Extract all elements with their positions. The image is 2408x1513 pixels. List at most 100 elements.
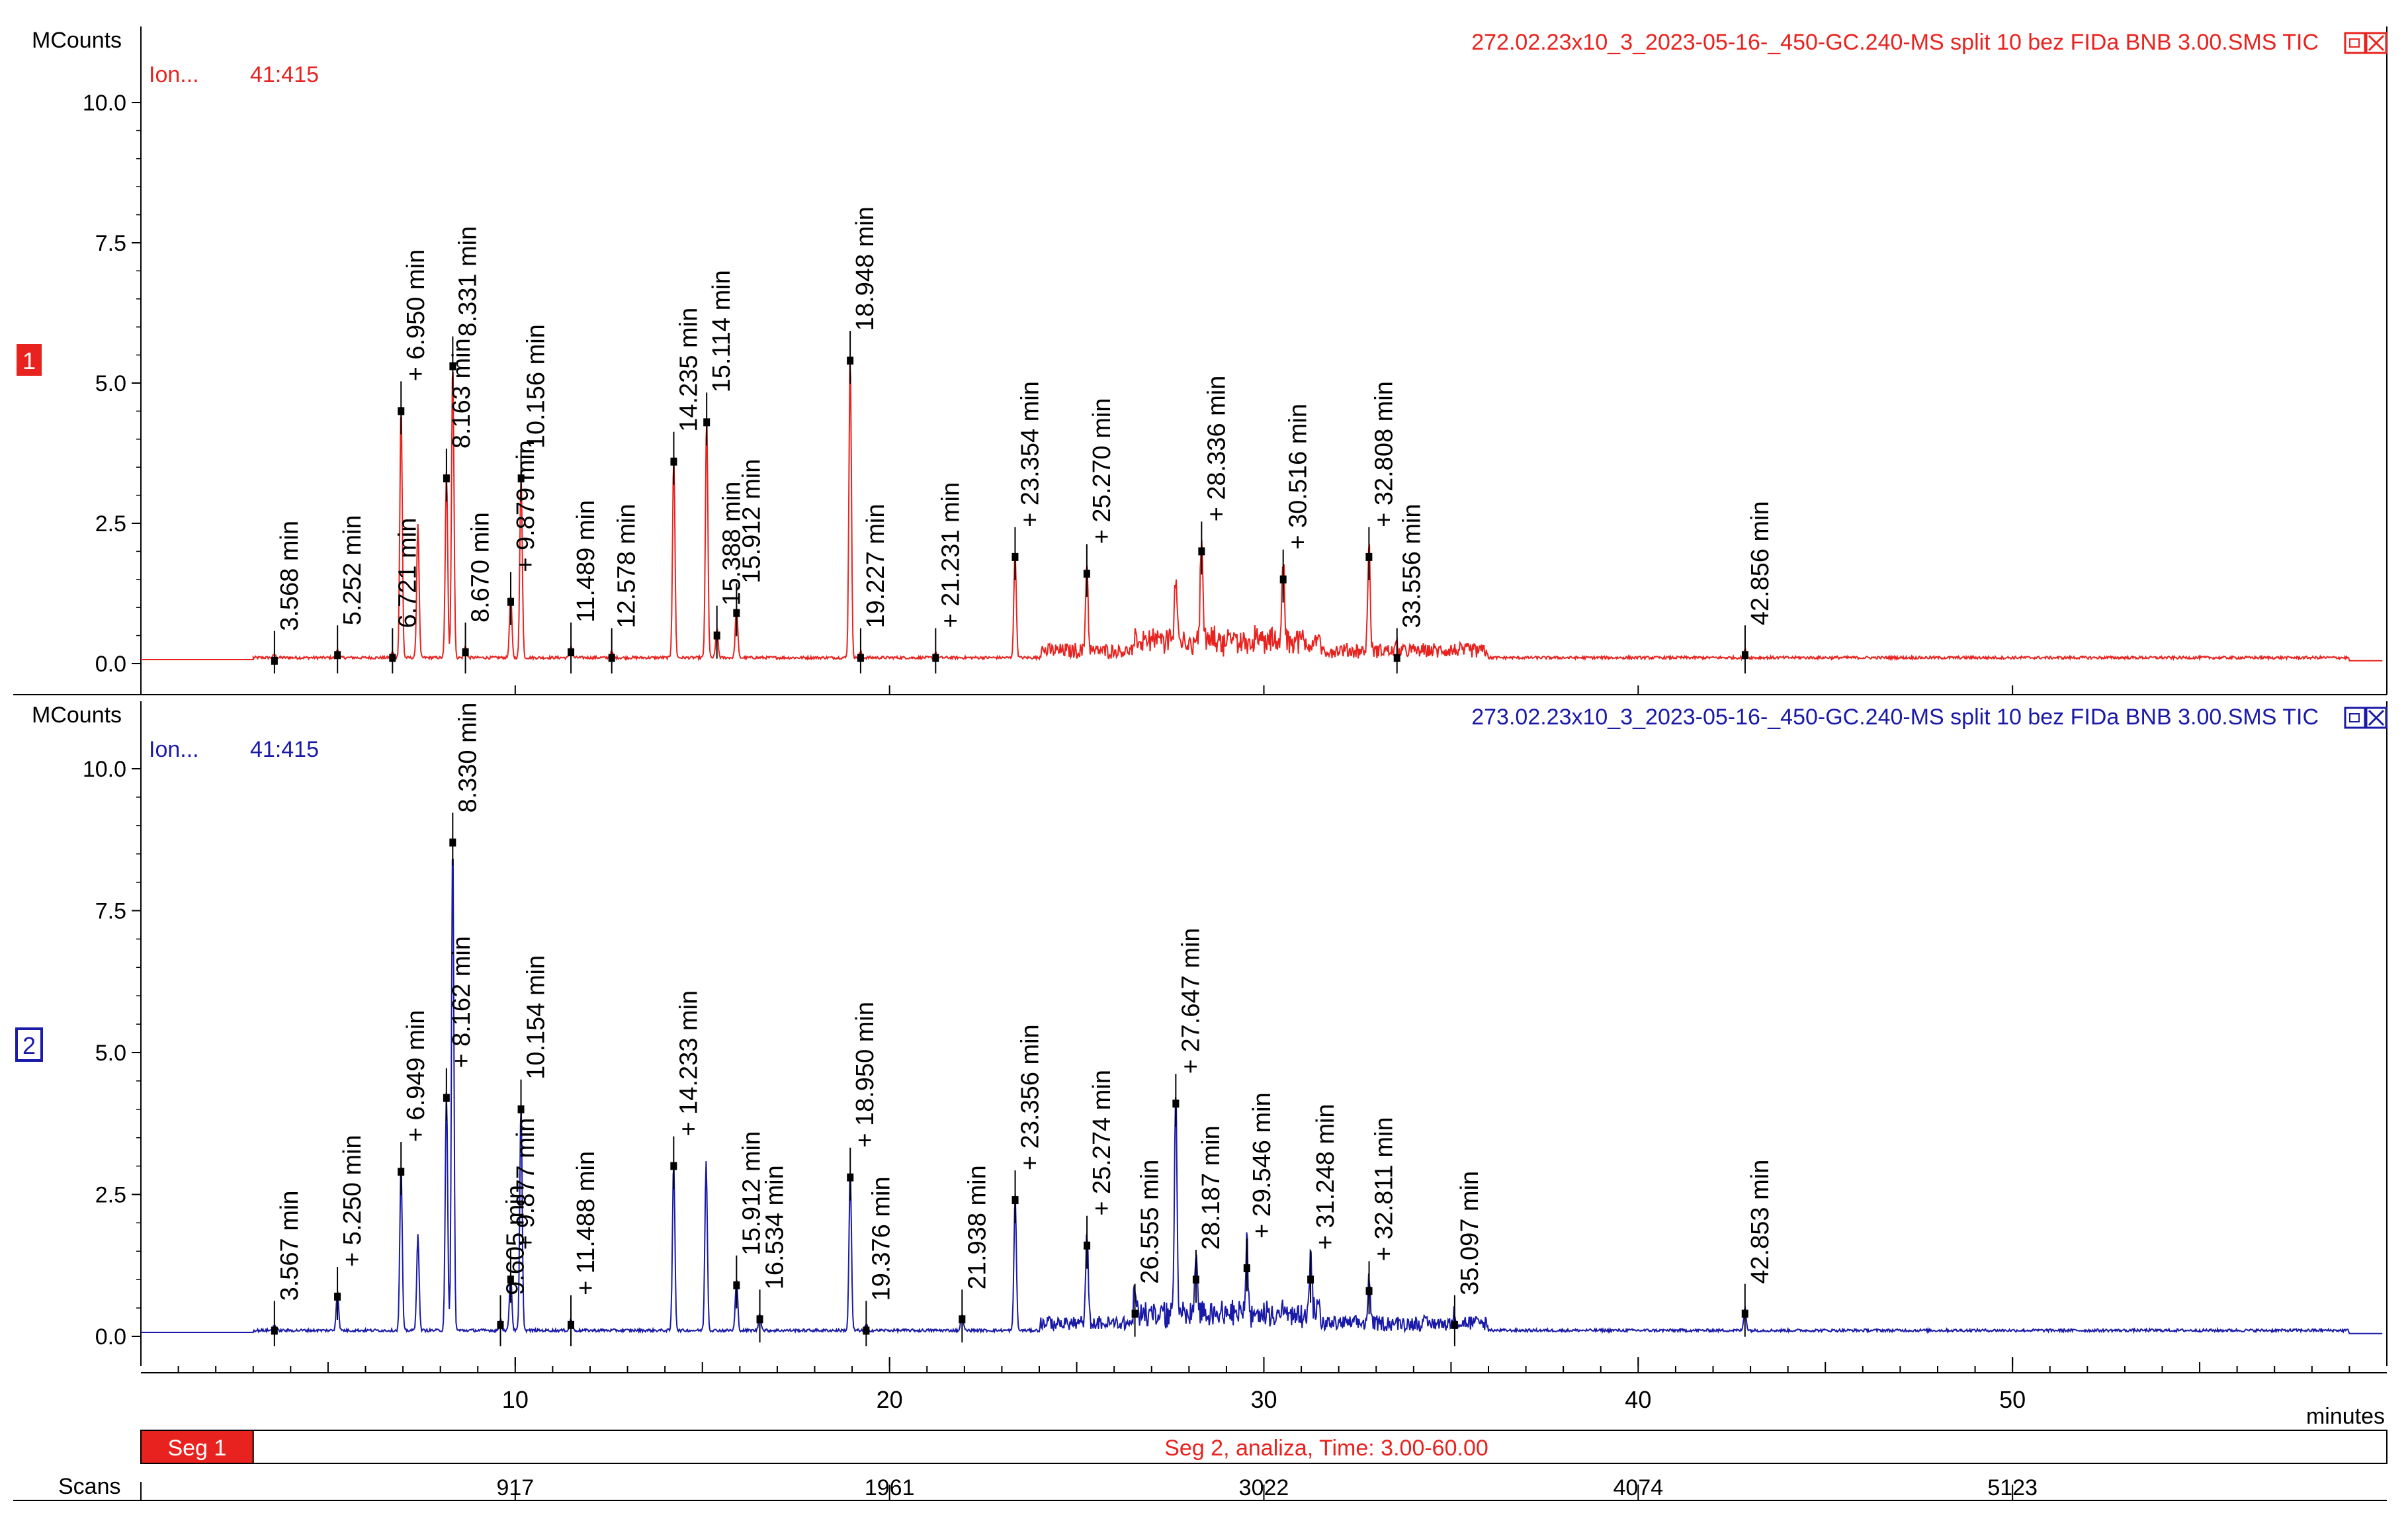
chart-panel-1: MCounts 0.0 2.5 5.0 7.5 10.0 1 Ion... 41:415 272.… [13,26,2387,695]
peak-marker[interactable] [398,381,405,435]
peak-marker[interactable] [449,336,456,390]
y-tick-label: 7.5 [95,231,126,256]
peak-marker[interactable] [1192,1250,1199,1303]
peak-marker[interactable] [1243,1238,1250,1292]
peak-marker[interactable] [857,628,864,673]
peak-marker[interactable] [334,625,341,673]
peak-marker-dot [398,407,405,415]
chart-panel-2: MCounts 0.0 2.5 5.0 7.5 10.0 2 Ion... 41:415 273.… [15,701,2387,1366]
peak-marker[interactable] [1084,1215,1091,1269]
peak-marker[interactable] [608,628,615,673]
peak-marker[interactable] [733,583,740,636]
close-icon[interactable] [2365,32,2387,54]
peak-marker[interactable] [670,1136,677,1189]
peak-label: + 29.546 min [1248,1092,1276,1238]
peak-marker-dot [733,609,740,617]
peak-marker[interactable] [271,630,278,673]
peak-marker[interactable] [507,572,514,625]
peak-label: 28.187 min [1197,1125,1225,1250]
close-icon-frame [2365,32,2387,54]
peak-label: 15.388 min [718,482,746,606]
peak-label: + 28.336 min [1203,376,1230,522]
peak-marker[interactable] [449,812,456,866]
peak-label: + 30.516 min [1285,404,1312,550]
peak-marker[interactable] [959,1289,966,1343]
peak-marker[interactable] [670,431,677,485]
peak-marker[interactable] [1365,527,1373,580]
peak-marker-dot [733,1281,740,1289]
peak-label: 15.912 min [738,1131,765,1256]
peak-marker[interactable] [733,1255,740,1309]
peak-marker[interactable] [1083,544,1090,597]
peak-marker[interactable] [462,623,469,673]
peak-marker-dot [507,1275,514,1284]
peak-marker[interactable] [517,1079,525,1133]
peak-marker[interactable] [1451,1295,1458,1346]
peak-label: 10.156 min [523,324,550,449]
peak-marker[interactable] [497,1295,504,1346]
close-icon[interactable] [2365,707,2387,729]
segment-bar: Seg 1 Seg 2, analiza, Time: 3.00-60.00 [140,1430,2387,1464]
peak-marker-dot [517,474,525,483]
peak-marker[interactable] [398,1142,405,1195]
peak-marker[interactable] [713,605,720,659]
peak-label: 8.163 min [448,338,476,449]
peak-marker[interactable] [443,449,450,502]
peak-marker-dot [1198,547,1205,556]
peak-marker[interactable] [1741,625,1748,673]
peak-marker[interactable] [1393,628,1400,673]
peak-label: + 31.248 min [1312,1103,1340,1250]
chart-title: 272.02.23x10_3_2023-05-16-_450-GC.240-MS… [1471,30,2319,55]
peak-marker[interactable] [756,1289,763,1343]
tic-trace [141,365,2383,662]
restore-icon[interactable] [2344,707,2366,729]
peak-marker[interactable] [1279,549,1287,603]
peak-marker-dot [857,654,864,662]
peak-marker[interactable] [863,1301,870,1346]
peak-marker-dot [932,654,939,662]
peak-marker[interactable] [703,392,710,446]
peak-marker[interactable] [1011,1170,1019,1224]
panel-badge-number: 2 [22,1032,36,1059]
segment-1-block[interactable] [140,1430,254,1464]
restore-icon-inner [2349,38,2360,48]
peak-marker[interactable] [1307,1250,1314,1303]
peak-marker[interactable] [1741,1283,1748,1337]
peak-marker[interactable] [568,1295,575,1346]
y-tick-label: 0.0 [95,1324,126,1350]
peak-marker[interactable] [1365,1261,1373,1315]
peak-marker[interactable] [568,623,575,673]
peak-marker-dot [670,457,677,466]
peak-marker[interactable] [1198,521,1205,575]
peak-marker[interactable] [847,331,854,384]
peak-marker[interactable] [389,628,396,673]
peak-marker[interactable] [334,1266,341,1320]
peak-marker[interactable] [1011,527,1019,580]
peak-label: 3.567 min [276,1191,304,1301]
scans-axis: Scans 917 1961 3022 4074 5123 [13,1474,2387,1501]
peak-marker-dot [517,1105,525,1113]
restore-icon[interactable] [2344,32,2366,54]
x-axis: 10 20 30 40 50 minutes [141,1358,2387,1429]
peak-marker[interactable] [847,1147,854,1201]
peak-label: 12.578 min [613,504,641,628]
peak-marker-dot [462,648,469,657]
peak-marker[interactable] [271,1301,278,1346]
peak-marker[interactable] [1172,1074,1180,1127]
peak-marker-dot [1011,1196,1019,1205]
peak-label: + 25.274 min [1088,1070,1116,1216]
peak-marker[interactable] [932,628,939,673]
peak-marker[interactable] [507,1250,514,1303]
peak-marker[interactable] [1131,1283,1139,1337]
scans-tick-label: 5123 [1987,1475,2038,1500]
peak-marker-dot [1741,651,1748,660]
segment-1-label: Seg 1 [167,1436,226,1461]
peak-label: + 14.233 min [675,990,703,1137]
peak-marker-dot [1307,1275,1314,1284]
peak-marker[interactable] [443,1068,450,1121]
peak-marker-dot [497,1320,504,1329]
peak-marker[interactable] [517,449,525,502]
peak-marker-dot [1365,1287,1373,1295]
y-tick-label: 7.5 [95,899,126,924]
